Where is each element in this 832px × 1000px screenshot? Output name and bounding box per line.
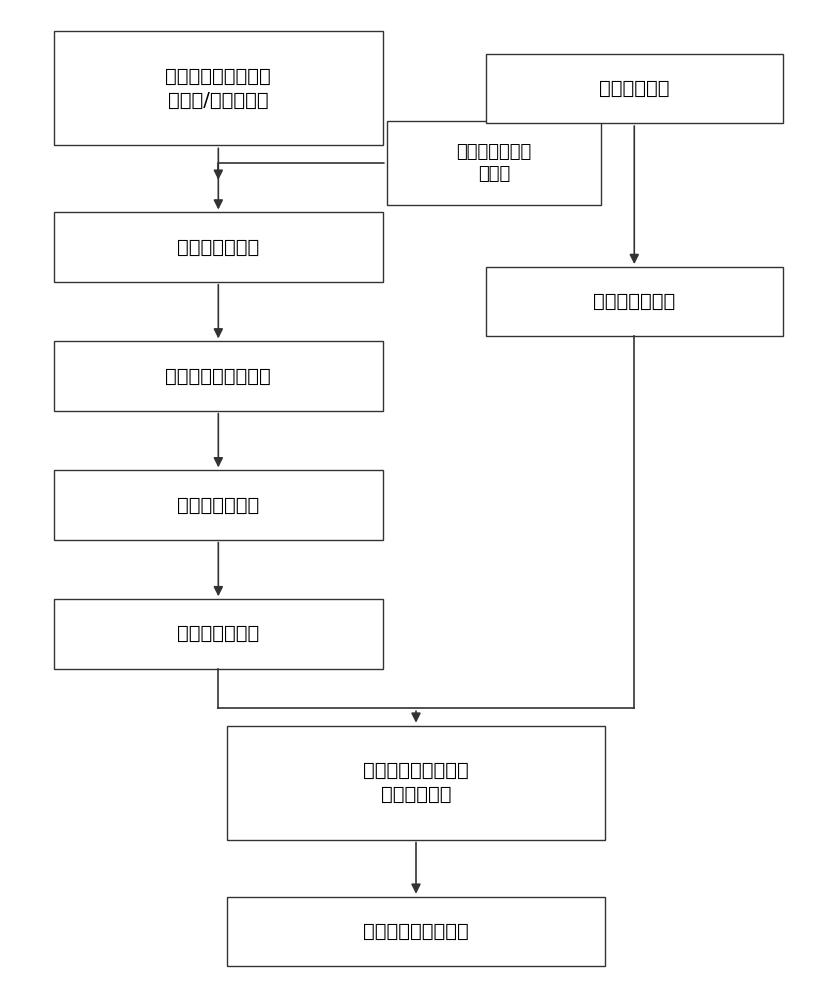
Bar — [226, 897, 606, 966]
Text: 基底表面预处理: 基底表面预处理 — [593, 292, 676, 311]
Text: 磨球、球磨剂、
分散剂: 磨球、球磨剂、 分散剂 — [457, 143, 532, 183]
Text: 高温气氛炉烧结成型: 高温气氛炉烧结成型 — [363, 922, 469, 941]
Bar — [53, 341, 383, 411]
Bar — [226, 726, 606, 840]
Bar — [387, 121, 602, 205]
Text: 过滤磨球并干燥浆料: 过滤磨球并干燥浆料 — [166, 367, 271, 386]
Bar — [486, 54, 783, 123]
Bar — [486, 267, 783, 336]
Text: 高能球磨机研磨: 高能球磨机研磨 — [177, 238, 260, 257]
Text: 干燥部分浆料并利用
模具制备涂层: 干燥部分浆料并利用 模具制备涂层 — [363, 761, 469, 804]
Bar — [53, 470, 383, 540]
Text: 称量并混合一定配比
氧化铒/氧化铝粉末: 称量并混合一定配比 氧化铒/氧化铝粉末 — [166, 67, 271, 110]
Bar — [53, 212, 383, 282]
Bar — [53, 31, 383, 145]
Text: 基底表面清洗: 基底表面清洗 — [599, 79, 670, 98]
Text: 添加粘结剂球磨: 添加粘结剂球磨 — [177, 624, 260, 643]
Bar — [53, 599, 383, 669]
Text: 高温气氛炉烧结: 高温气氛炉烧结 — [177, 495, 260, 514]
